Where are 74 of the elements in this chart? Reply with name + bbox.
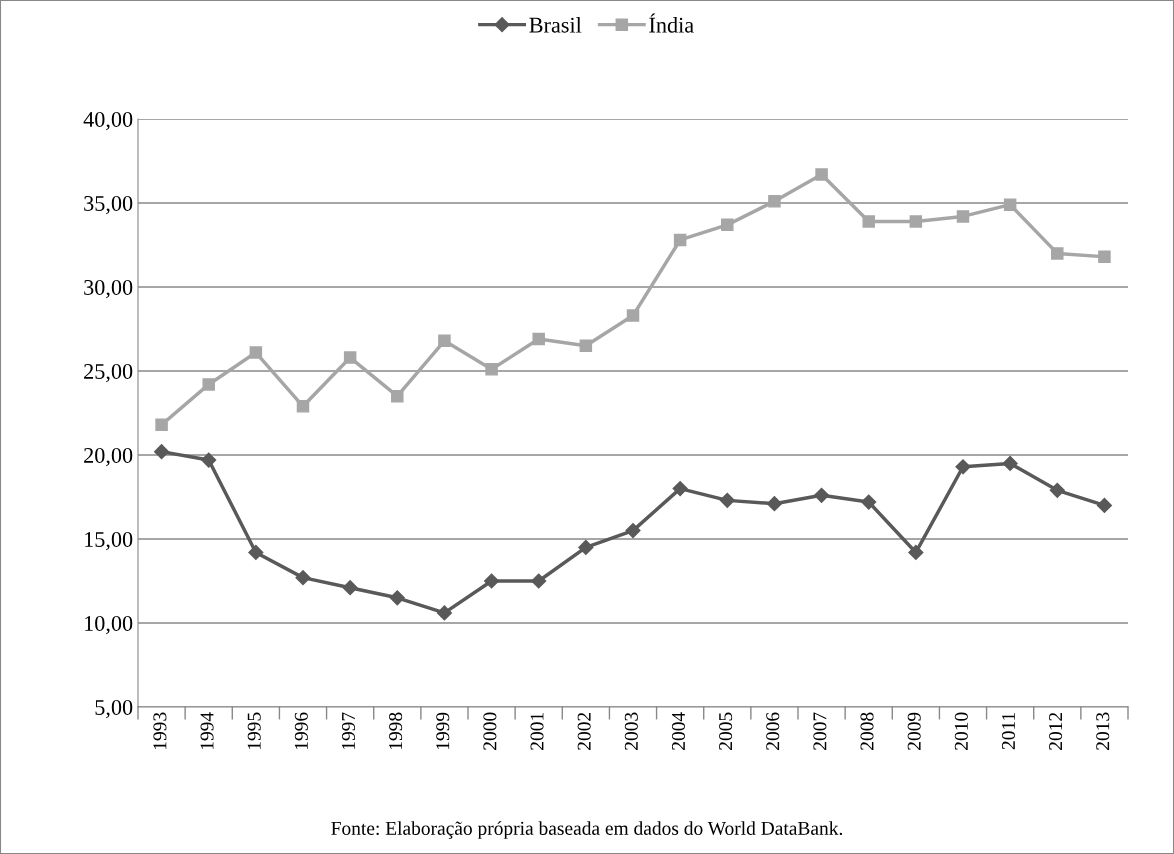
legend-label: Índia (649, 13, 694, 33)
point (721, 218, 734, 232)
point (719, 492, 735, 508)
point (296, 400, 310, 413)
x-tick-label: 2004 (671, 712, 686, 750)
point (155, 418, 168, 432)
x-tick-label: 2005 (719, 712, 733, 750)
point (532, 332, 545, 346)
point (248, 544, 264, 561)
y-tick-label: 35,00 (84, 195, 133, 215)
x-tick-label: 2001 (530, 713, 544, 750)
x-tick-label: 2006 (766, 712, 780, 750)
point (531, 573, 547, 589)
point (673, 233, 687, 247)
point (909, 215, 923, 228)
y-tick-label: 25,00 (84, 363, 133, 383)
point (1002, 455, 1018, 471)
x-tick-label: 1995 (247, 712, 261, 750)
x-tick-label: 2007 (813, 712, 827, 750)
y-tick-label: 30,00 (84, 279, 133, 299)
x-tick-label: 2013 (1096, 712, 1110, 750)
x-tick-label: 1993 (153, 712, 167, 750)
point (1096, 497, 1112, 513)
point (485, 363, 498, 376)
point (672, 481, 688, 497)
point (578, 539, 594, 555)
y-tick-label: 10,00 (85, 615, 133, 635)
point (625, 523, 641, 539)
point (861, 494, 877, 510)
x-tick-label: 2011 (1001, 713, 1016, 750)
y-tick-label: 5,00 (95, 699, 133, 719)
x-tick-label: 1999 (436, 712, 450, 750)
x-tick-label: 1997 (341, 712, 356, 750)
point (249, 346, 263, 359)
point (579, 339, 593, 353)
x-tick-label: 2003 (624, 712, 638, 750)
point (862, 215, 875, 228)
point (343, 351, 357, 364)
x-tick-label: 2002 (577, 712, 591, 750)
point (1049, 482, 1065, 498)
x-tick-label: 2012 (1049, 712, 1063, 750)
y-tick-label: 20,00 (84, 447, 133, 467)
x-tick-label: 2008 (860, 712, 874, 750)
legend-label: Brasil (529, 16, 582, 33)
point (1051, 247, 1064, 260)
point (484, 573, 500, 589)
y-tick-label: 15,00 (85, 531, 133, 551)
point (391, 389, 404, 403)
point (1003, 198, 1017, 211)
x-tick-label: 1996 (294, 712, 308, 750)
point (956, 210, 970, 223)
point (201, 452, 217, 468)
point (768, 195, 781, 208)
point (815, 168, 828, 181)
point (436, 605, 452, 621)
point (908, 544, 924, 561)
point (389, 590, 405, 606)
x-tick-label: 1998 (389, 712, 403, 750)
point (955, 459, 971, 475)
point (626, 309, 640, 322)
y-tick-label: 40,00 (83, 111, 133, 131)
point (1098, 250, 1111, 264)
point (766, 496, 782, 512)
source-note: Fonte: Elaboração própria baseada em dados do World DataBank. (331, 821, 843, 839)
x-tick-label: 2010 (954, 712, 968, 750)
x-tick-label: 2009 (907, 712, 921, 750)
point (342, 580, 358, 596)
point (814, 487, 830, 503)
x-tick-label: 1994 (200, 712, 214, 750)
point (154, 444, 170, 460)
point (295, 570, 311, 586)
x-tick-label: 2000 (483, 712, 497, 750)
point (438, 334, 451, 348)
point (202, 378, 215, 391)
